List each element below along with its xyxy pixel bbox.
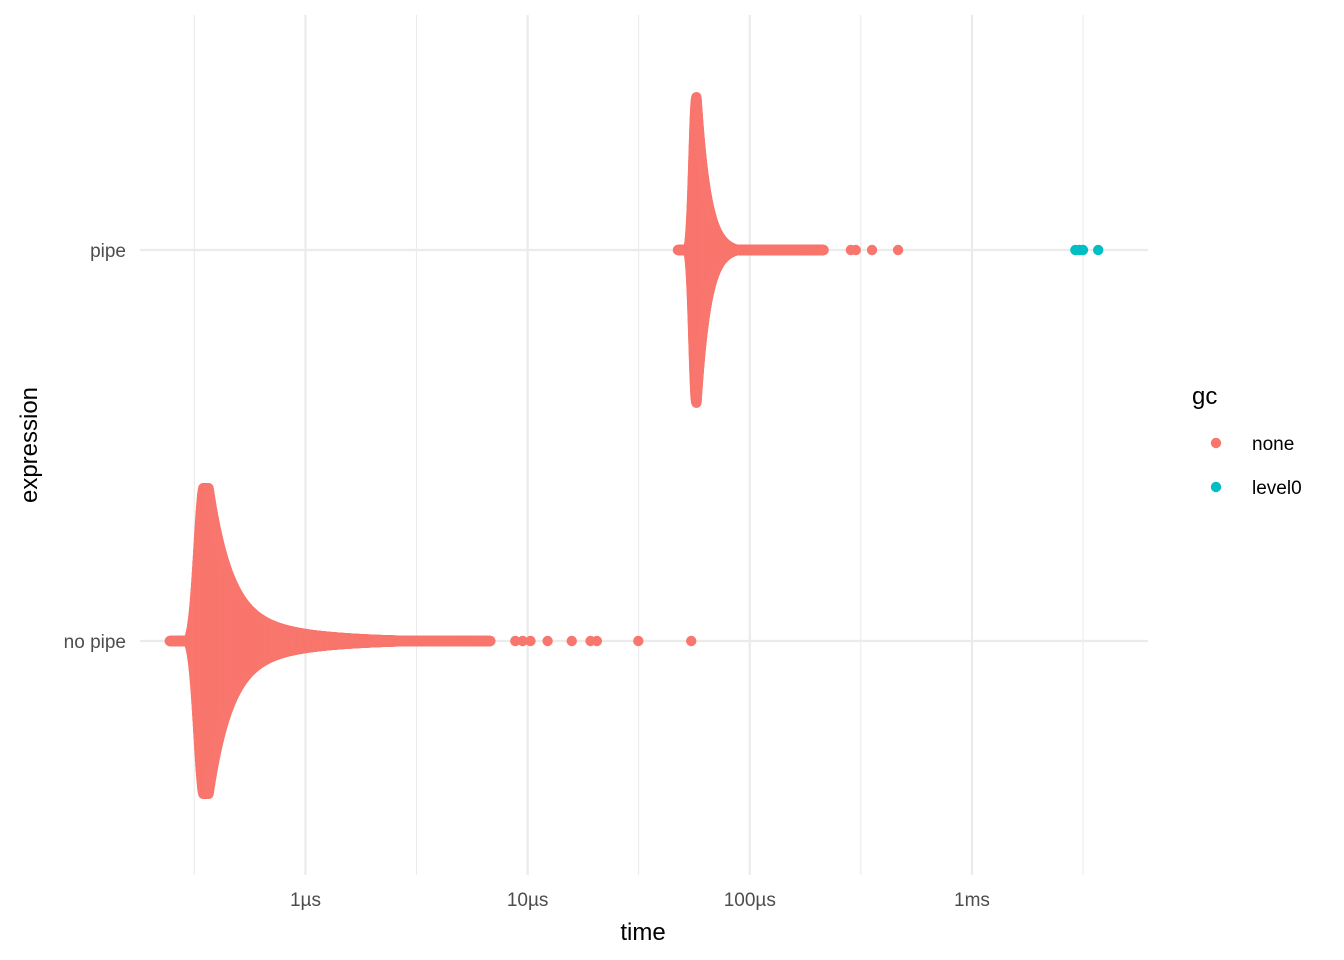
legend-items: none level0	[1210, 434, 1302, 499]
outlier-point	[566, 635, 577, 647]
legend-label-level0: level0	[1252, 478, 1302, 499]
swarm-pipe	[672, 92, 904, 408]
x-tick-label: 1ms	[954, 890, 990, 911]
swarm-no-pipe	[164, 483, 697, 799]
data-points	[164, 92, 1104, 799]
legend-key-none	[1210, 437, 1222, 449]
legend-label-none: none	[1252, 434, 1294, 455]
x-tick-label: 1µs	[290, 890, 321, 911]
legend: gc none level0	[1192, 383, 1302, 499]
swarm-point	[485, 635, 496, 647]
outlier-point	[850, 244, 861, 256]
level0-point	[1092, 244, 1104, 256]
outlier-point	[866, 244, 878, 256]
level0-point	[1077, 244, 1089, 256]
minor-gridlines	[193, 15, 1084, 875]
x-axis-tick-labels: 1µs 10µs 100µs 1ms	[290, 890, 990, 911]
legend-key-level0	[1210, 481, 1222, 493]
outlier-point	[510, 635, 521, 647]
outlier-point	[517, 635, 528, 647]
y-axis-title: expression	[16, 387, 43, 503]
outlier-point	[892, 244, 904, 256]
outlier-point	[633, 635, 644, 647]
y-tick-label: no pipe	[64, 632, 126, 653]
outlier-point	[686, 635, 697, 647]
y-axis-tick-labels: pipe no pipe	[64, 241, 126, 653]
swarm-point	[818, 244, 829, 256]
x-tick-label: 100µs	[724, 890, 776, 911]
legend-title: gc	[1192, 383, 1217, 410]
y-tick-label: pipe	[90, 241, 126, 262]
x-axis-title: time	[620, 919, 665, 946]
outlier-point	[542, 635, 553, 647]
x-tick-label: 10µs	[507, 890, 549, 911]
major-gridlines	[140, 15, 1148, 875]
outlier-point	[525, 635, 536, 647]
outlier-point	[591, 635, 603, 647]
